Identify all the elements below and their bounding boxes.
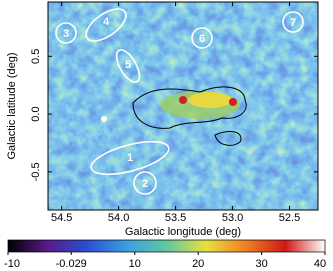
- region-label: 2: [142, 178, 148, 190]
- x-tick-label: 54.0: [108, 212, 129, 224]
- colorbar-tick-label: 20: [192, 258, 204, 270]
- x-tick-label: 53.5: [165, 212, 186, 224]
- x-axis-label: Galactic longitude (deg): [125, 226, 241, 238]
- plot-frame: [47, 1, 319, 211]
- x-tick-label: 54.5: [51, 212, 72, 224]
- colorbar: [7, 239, 326, 253]
- colorbar-tick-label: -10: [4, 258, 20, 270]
- y-axis-label: Galactic latitude (deg): [6, 53, 18, 160]
- region-label: 1: [127, 152, 133, 164]
- y-tick-label: -0.5: [30, 162, 42, 181]
- colorbar-tick-label: -0.029: [56, 258, 87, 270]
- colorbar-tick-label: 40: [314, 258, 326, 270]
- map: [48, 2, 318, 210]
- region-label: 5: [125, 59, 131, 71]
- colorbar-tick-label: 10: [129, 258, 141, 270]
- x-tick-label: 52.5: [279, 212, 300, 224]
- region-label: 6: [199, 33, 205, 45]
- colorbar-tick-label: 30: [255, 258, 267, 270]
- x-tick-label: 53.0: [222, 212, 243, 224]
- region-label: 4: [103, 16, 110, 28]
- regions: 1 2 3 4 5 6 7: [55, 8, 304, 195]
- region-label: 3: [63, 28, 69, 40]
- region-label: 7: [290, 17, 296, 29]
- y-tick-label: 0.5: [30, 49, 42, 64]
- y-tick-label: 0.0: [30, 106, 42, 121]
